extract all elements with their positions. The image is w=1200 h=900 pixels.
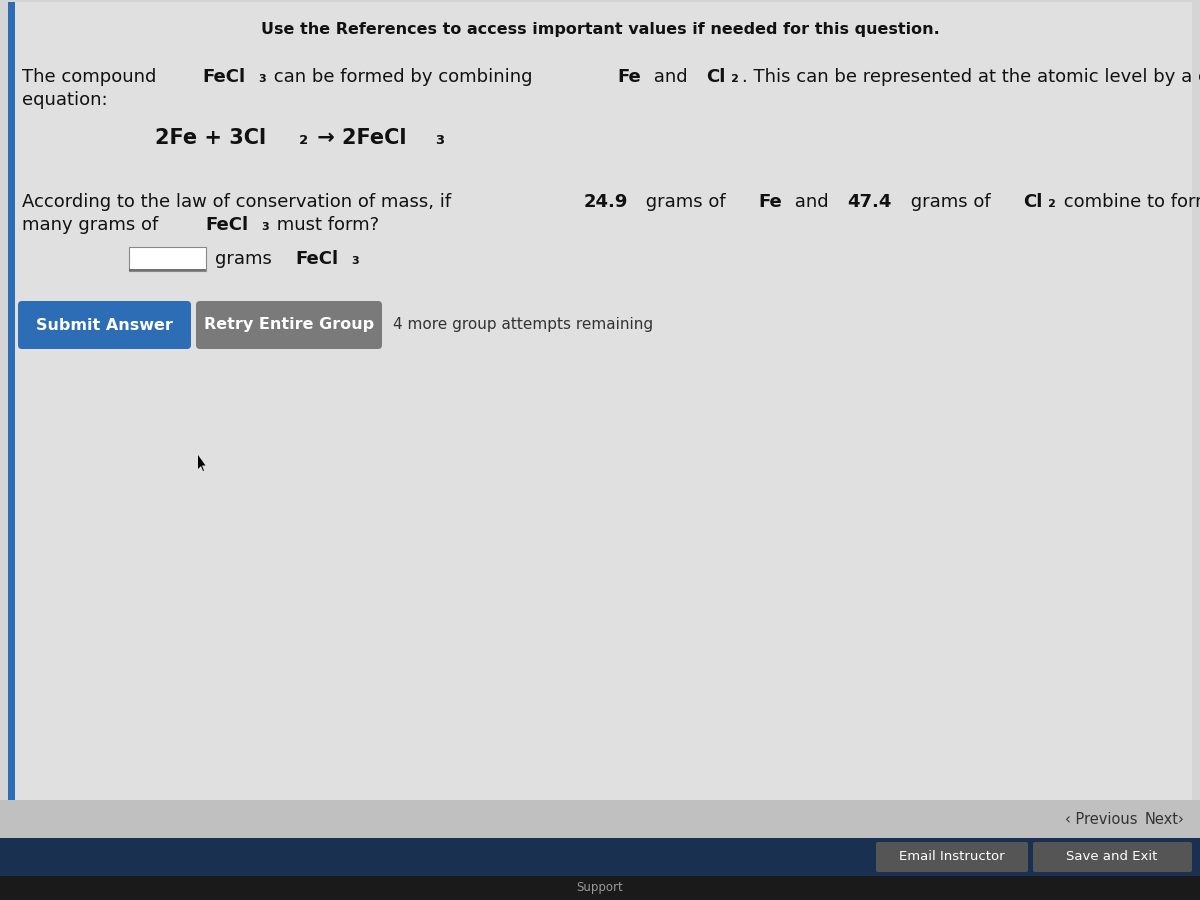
FancyBboxPatch shape <box>0 838 1200 876</box>
Text: Save and Exit: Save and Exit <box>1067 850 1158 863</box>
Polygon shape <box>198 455 205 471</box>
Text: Fe: Fe <box>617 68 641 86</box>
Text: ₃: ₃ <box>434 128 444 148</box>
Text: Cl: Cl <box>707 68 726 86</box>
Text: many grams of: many grams of <box>22 216 164 234</box>
FancyBboxPatch shape <box>0 876 1200 900</box>
Text: Use the References to access important values if needed for this question.: Use the References to access important v… <box>260 22 940 37</box>
FancyBboxPatch shape <box>1033 842 1192 872</box>
Text: Retry Entire Group: Retry Entire Group <box>204 318 374 332</box>
Text: ₂: ₂ <box>731 68 739 86</box>
Text: and: and <box>788 193 834 211</box>
Text: FeCl: FeCl <box>296 250 338 268</box>
Text: ₃: ₃ <box>352 250 359 268</box>
Text: . This can be represented at the atomic level by a chemical: . This can be represented at the atomic … <box>742 68 1200 86</box>
Text: 2Fe + 3Cl: 2Fe + 3Cl <box>155 128 266 148</box>
FancyBboxPatch shape <box>876 842 1028 872</box>
Text: and: and <box>648 68 694 86</box>
Text: ₂: ₂ <box>299 128 307 148</box>
Text: 47.4: 47.4 <box>847 193 892 211</box>
FancyBboxPatch shape <box>8 2 1192 802</box>
Text: Submit Answer: Submit Answer <box>36 318 173 332</box>
Text: ₃: ₃ <box>258 68 266 86</box>
Text: Email Instructor: Email Instructor <box>899 850 1004 863</box>
Text: equation:: equation: <box>22 91 108 109</box>
Text: Cl: Cl <box>1022 193 1042 211</box>
Text: grams of: grams of <box>641 193 732 211</box>
Text: According to the law of conservation of mass, if: According to the law of conservation of … <box>22 193 457 211</box>
FancyBboxPatch shape <box>196 301 382 349</box>
Text: FeCl: FeCl <box>203 68 246 86</box>
FancyBboxPatch shape <box>18 301 191 349</box>
Text: ‹ Previous: ‹ Previous <box>1066 812 1138 826</box>
Text: must form?: must form? <box>271 216 379 234</box>
Text: can be formed by combining: can be formed by combining <box>269 68 539 86</box>
Text: Next›: Next› <box>1145 812 1184 826</box>
Text: 24.9: 24.9 <box>583 193 628 211</box>
Text: combine to form: combine to form <box>1058 193 1200 211</box>
FancyBboxPatch shape <box>0 800 1200 838</box>
Text: 4 more group attempts remaining: 4 more group attempts remaining <box>394 318 653 332</box>
FancyBboxPatch shape <box>8 2 14 802</box>
Text: grams: grams <box>215 250 277 268</box>
Text: Support: Support <box>577 881 623 895</box>
Text: The compound: The compound <box>22 68 162 86</box>
FancyBboxPatch shape <box>130 247 206 271</box>
Text: grams of: grams of <box>905 193 996 211</box>
Text: ₃: ₃ <box>260 216 269 234</box>
Text: → 2FeCl: → 2FeCl <box>310 128 407 148</box>
Text: FeCl: FeCl <box>205 216 248 234</box>
Text: ₂: ₂ <box>1048 193 1056 211</box>
Text: Fe: Fe <box>758 193 782 211</box>
